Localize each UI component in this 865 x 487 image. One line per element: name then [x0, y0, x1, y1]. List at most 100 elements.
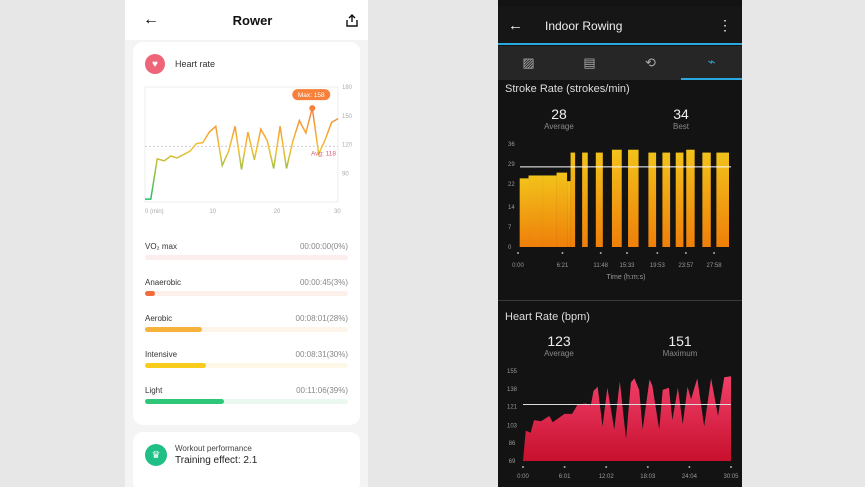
stroke-rate-bar: [519, 178, 529, 247]
workout-performance-card[interactable]: ♛ Workout performance Training effect: 2…: [133, 432, 360, 487]
charts-icon: ⌁: [707, 54, 716, 69]
y-tick-label: 36: [508, 142, 515, 148]
zone-label: Light: [145, 386, 163, 395]
zone-progress-fill: [145, 327, 202, 332]
workout-title: Workout performance: [175, 444, 252, 453]
y-tick-label: 0: [508, 245, 512, 251]
x-tick-dot: [730, 466, 732, 468]
y-tick-label: 120: [342, 143, 353, 149]
y-tick-label: 90: [342, 171, 349, 177]
stroke-rate-bar: [570, 152, 576, 247]
max-point: [309, 105, 316, 112]
stroke-rate-bar: [648, 152, 657, 247]
y-tick-label: 69: [509, 459, 516, 465]
x-tick-dot: [561, 252, 564, 254]
zone-label: VO₂ max: [145, 242, 177, 251]
average-label: Avg: 118: [311, 150, 336, 157]
zone-progress-bar: [145, 255, 348, 260]
arrow-left-icon[interactable]: ←: [508, 17, 523, 34]
more-vertical-icon[interactable]: ⋮: [718, 17, 732, 33]
tab-laps[interactable]: ⟲: [620, 46, 681, 80]
x-tick-label: 6:21: [557, 263, 569, 269]
x-tick-dot: [626, 252, 629, 254]
x-tick-label: 20: [274, 209, 281, 215]
heart-rate-title: Heart rate: [175, 59, 216, 69]
stroke-rate-section: Stroke Rate (strokes/min) 28 Average 34 Be…: [498, 80, 742, 300]
x-tick-label: 24:04: [682, 474, 698, 480]
plot-frame: [144, 86, 339, 203]
y-tick-label: 138: [507, 387, 518, 393]
stroke-rate-bar: [628, 149, 639, 247]
x-tick-dot: [522, 466, 524, 468]
tab-summary[interactable]: ▨: [498, 46, 559, 80]
stroke-rate-bar: [611, 149, 622, 247]
page-title: Rower: [232, 12, 273, 28]
x-tick-dot: [646, 466, 649, 468]
x-tick-dot: [656, 252, 659, 254]
header-divider: [498, 43, 742, 45]
x-tick-label: 0 (min): [145, 209, 164, 215]
x-tick-label: 15:33: [619, 263, 635, 269]
stroke-rate-bar: [675, 152, 684, 247]
x-tick-dot: [563, 466, 566, 468]
y-tick-label: 121: [507, 405, 518, 411]
stroke-rate-bar: [556, 172, 568, 247]
stroke-best-label: Best: [672, 122, 689, 131]
y-tick-label: 22: [508, 182, 515, 188]
max-badge: [292, 89, 331, 101]
stroke-rate-bar: [528, 175, 543, 247]
y-tick-label: 29: [508, 162, 515, 168]
rower-app-screen: ← Rower ♥ Heart rate 180 150 120 90 0 (min) 10…: [125, 0, 368, 487]
summary-icon: ▨: [522, 55, 535, 70]
trophy-icon: ♛: [145, 444, 167, 466]
tab-bar: ▨ ▤ ⟲ ⌁: [498, 46, 742, 80]
zone-row: Intensive 00:08:31(30%): [145, 350, 348, 368]
stroke-rate-bar: [702, 152, 711, 247]
training-effect: Training effect: 2.1: [175, 455, 258, 466]
tab-charts[interactable]: ⌁: [681, 46, 742, 80]
section-divider: [498, 300, 742, 301]
x-tick-label: 10: [209, 209, 216, 215]
zone-label: Intensive: [145, 350, 178, 359]
x-tick-label: 0:00: [512, 263, 524, 269]
share-icon[interactable]: [346, 13, 358, 27]
hr-max-label: Maximum: [662, 349, 698, 358]
tab-details[interactable]: ▤: [559, 46, 620, 80]
heart-rate-area: [523, 376, 731, 461]
hr-average-value: 123: [547, 333, 571, 349]
y-tick-label: 103: [507, 423, 518, 429]
stroke-rate-bar: [542, 175, 557, 247]
zone-progress-bar: [145, 327, 348, 332]
zone-row: Light 00:11:06(39%): [145, 386, 348, 404]
zone-progress-fill: [145, 363, 206, 368]
zone-progress-fill: [145, 399, 225, 404]
arrow-left-icon[interactable]: ←: [143, 11, 159, 28]
zone-value: 00:08:31(30%): [295, 350, 348, 359]
y-tick-label: 7: [508, 225, 512, 231]
hr-average-label: Average: [544, 349, 574, 358]
stroke-rate-bar: [567, 181, 571, 247]
zone-value: 00:00:45(3%): [299, 278, 348, 287]
stroke-rate-bar: [686, 149, 695, 247]
x-tick-dot: [684, 252, 687, 254]
laps-icon: ⟲: [645, 55, 656, 70]
y-tick-label: 150: [342, 114, 353, 120]
y-tick-label: 155: [507, 369, 518, 375]
zone-progress-bar: [145, 399, 348, 404]
y-tick-label: 180: [342, 85, 353, 91]
x-tick-label: 6:01: [559, 474, 571, 480]
x-tick-label: 0:00: [517, 474, 529, 480]
header: ← Rower: [125, 0, 368, 40]
stroke-rate-bar: [662, 152, 671, 247]
stroke-rate-bar: [582, 152, 588, 247]
x-tick-label: 23:57: [678, 263, 694, 269]
x-tick-dot: [517, 252, 519, 254]
zone-value: 00:08:01(28%): [295, 314, 348, 323]
y-tick-label: 14: [508, 205, 515, 211]
x-tick-dot: [688, 466, 691, 468]
x-tick-label: 27:58: [707, 263, 723, 269]
stroke-average-label: Average: [544, 122, 574, 131]
zone-row: Anaerobic 00:00:45(3%): [145, 278, 348, 296]
heart-rate-line: [145, 107, 339, 200]
x-tick-label: 12:02: [599, 474, 615, 480]
